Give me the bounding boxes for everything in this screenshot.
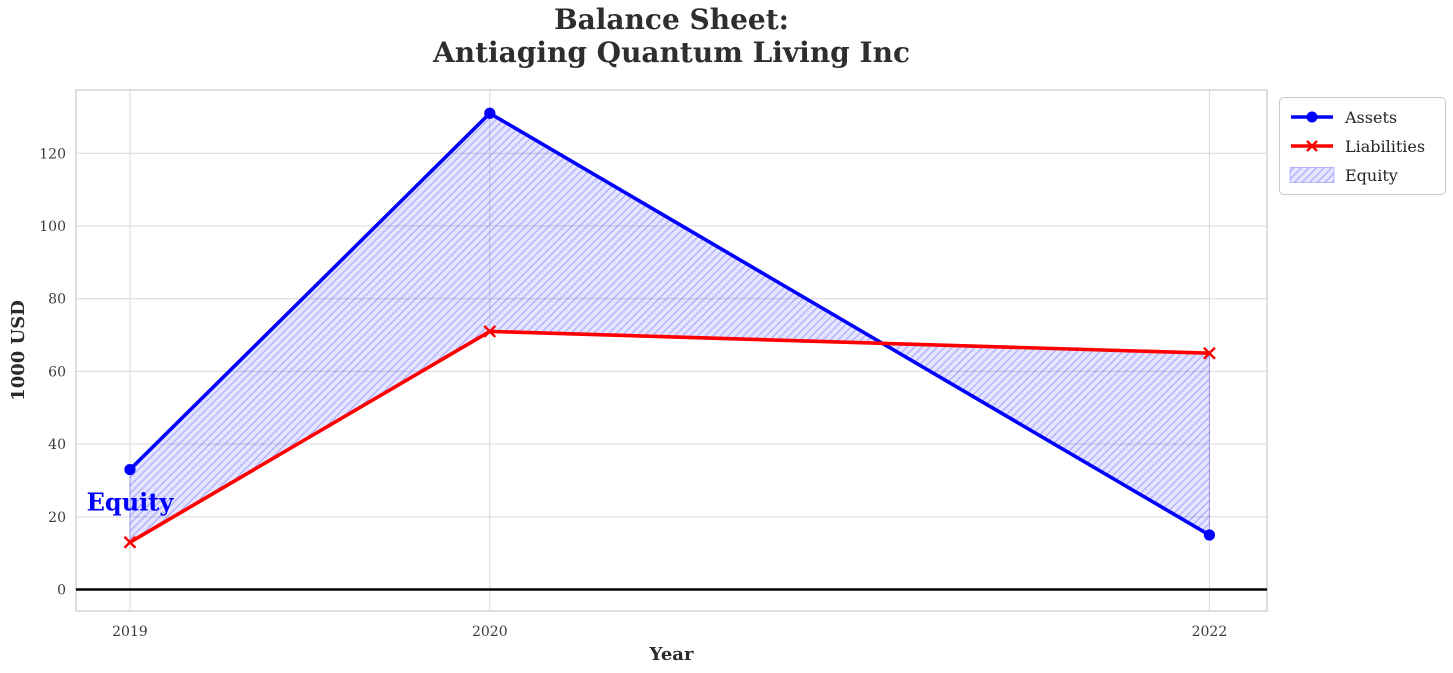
legend-label-assets: Assets	[1345, 107, 1398, 127]
axes-frame	[75, 89, 1268, 612]
liabilities-swatch-x-marker	[1306, 140, 1318, 152]
liabilities-line-swatch	[1291, 140, 1333, 152]
legend-item-equity: Equity	[1289, 164, 1435, 186]
y-tick-label: 120	[39, 146, 66, 162]
x-axis-label: Year	[649, 644, 694, 665]
y-tick-label: 0	[57, 583, 66, 599]
x-tick-label: 2020	[472, 624, 508, 640]
equity-annotation: Equity	[87, 487, 175, 516]
liabilities-point-marker	[483, 325, 497, 338]
legend-item-assets: Assets	[1289, 106, 1435, 128]
y-tick-label: 60	[48, 364, 66, 380]
liabilities-point-marker	[123, 535, 137, 549]
y-tick-label: 40	[48, 437, 66, 453]
equity-patch-swatch	[1289, 167, 1335, 183]
y-axis-label: 1000 USD	[8, 300, 29, 401]
chart-title: Balance Sheet: Antiaging Quantum Living …	[432, 3, 911, 69]
x-tick-label: 2022	[1192, 624, 1228, 640]
liabilities-point-marker	[1203, 346, 1216, 360]
x-tick-label: 2019	[112, 624, 148, 640]
assets-line-swatch	[1291, 111, 1333, 123]
legend-label-liabilities: Liabilities	[1345, 136, 1426, 156]
equity-fill-area	[129, 112, 1210, 544]
assets-point-marker	[124, 463, 136, 476]
y-tick-label: 100	[39, 219, 66, 235]
y-tick-label: 80	[48, 292, 66, 308]
assets-point-marker	[484, 107, 496, 119]
assets-swatch-circle-marker	[1306, 111, 1318, 123]
legend-item-liabilities: Liabilities	[1289, 135, 1435, 157]
legend-label-equity: Equity	[1345, 165, 1398, 185]
y-tick-label: 20	[48, 510, 66, 526]
equity-swatch-hatched-patch	[1289, 167, 1335, 183]
legend: Assets Liabilities Equity	[1279, 97, 1446, 195]
assets-point-marker	[1203, 529, 1216, 541]
